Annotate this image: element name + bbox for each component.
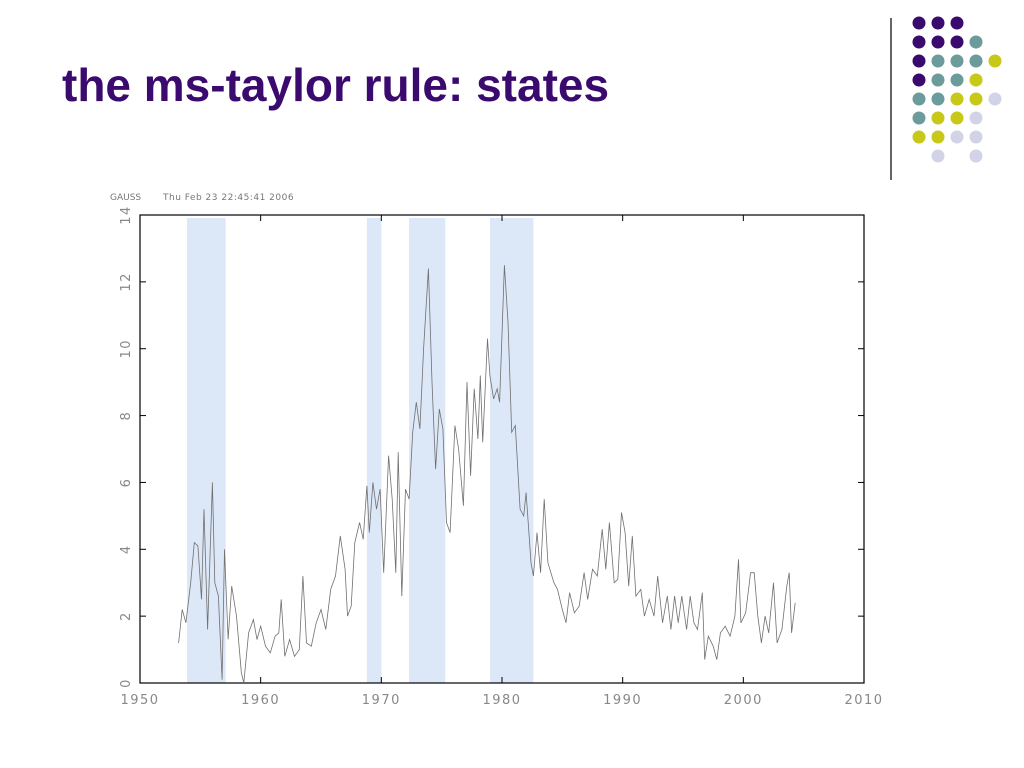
dot <box>950 130 964 144</box>
timestamp: Thu Feb 23 22:45:41 2006 <box>162 193 294 203</box>
x-tick-label: 1990 <box>603 693 642 708</box>
dot <box>931 111 945 125</box>
dot <box>969 111 983 125</box>
y-tick-label: 2 <box>119 611 134 621</box>
state-shade <box>366 218 382 683</box>
dot <box>950 16 964 30</box>
state-shade <box>489 218 534 683</box>
dot <box>950 92 964 106</box>
dot <box>912 111 926 125</box>
dot <box>950 73 964 87</box>
dot <box>912 35 926 49</box>
dot <box>912 130 926 144</box>
dot <box>988 54 1002 68</box>
dot <box>950 35 964 49</box>
dot <box>912 73 926 87</box>
dot <box>931 73 945 87</box>
dot <box>950 111 964 125</box>
program-label: GAUSS <box>110 193 141 203</box>
state-shade <box>187 218 226 683</box>
dot <box>931 54 945 68</box>
dot <box>931 130 945 144</box>
dot <box>912 16 926 30</box>
series-line <box>178 265 796 684</box>
dot <box>969 149 983 163</box>
x-tick-label: 2000 <box>724 693 763 708</box>
dot <box>912 92 926 106</box>
decoration <box>912 16 1002 163</box>
y-tick-label: 4 <box>119 544 134 554</box>
dot <box>988 92 1002 106</box>
x-tick-label: 1980 <box>482 693 521 708</box>
dot <box>969 92 983 106</box>
slide-title: the ms-taylor rule: states <box>62 59 610 111</box>
y-tick-label: 6 <box>119 478 134 488</box>
x-tick-label: 1950 <box>120 693 159 708</box>
dot <box>969 35 983 49</box>
dot <box>912 54 926 68</box>
y-tick-label: 0 <box>119 678 134 688</box>
x-tick-label: 1960 <box>241 693 280 708</box>
dot <box>931 16 945 30</box>
x-tick-label: 2010 <box>844 693 883 708</box>
y-tick-label: 12 <box>119 272 134 292</box>
dot <box>931 149 945 163</box>
state-shade <box>409 218 446 683</box>
dot <box>969 54 983 68</box>
dot <box>931 92 945 106</box>
dot <box>969 73 983 87</box>
dot <box>969 130 983 144</box>
y-tick-label: 8 <box>119 411 134 421</box>
x-tick-label: 1970 <box>362 693 401 708</box>
dot <box>931 35 945 49</box>
dot <box>950 54 964 68</box>
y-tick-label: 10 <box>119 339 134 359</box>
y-tick-label: 14 <box>119 205 134 225</box>
